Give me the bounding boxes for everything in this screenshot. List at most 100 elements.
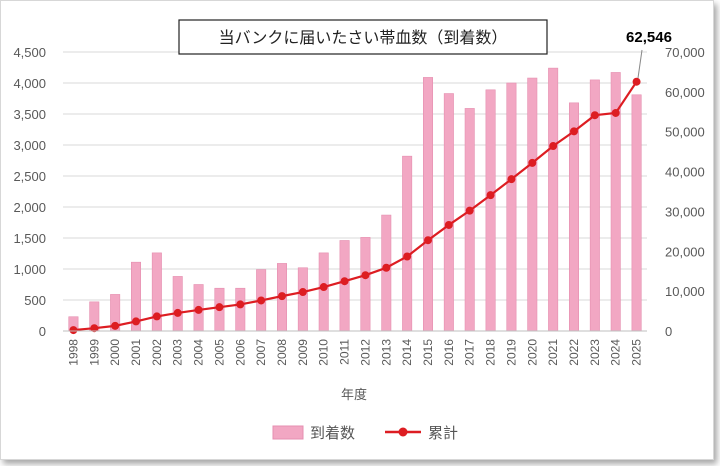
legend-bar-swatch — [272, 425, 304, 440]
x-tick-label: 2005 — [212, 339, 226, 366]
bar — [339, 240, 350, 332]
line-point — [403, 252, 412, 261]
x-tick-label: 1999 — [87, 339, 101, 366]
line-point — [152, 312, 161, 321]
y-axis-right: 0 10,000 20,000 30,000 40,000 50,000 60,000 70,… — [665, 45, 705, 339]
line-point — [69, 326, 78, 335]
legend-line-marker — [398, 427, 408, 437]
bar — [506, 82, 517, 332]
bar — [569, 102, 579, 332]
x-tick-label: 2015 — [421, 339, 435, 366]
x-tick-label: 2000 — [108, 339, 122, 366]
x-tick-label: 2002 — [150, 339, 164, 366]
line-point — [424, 236, 432, 245]
bar — [631, 94, 642, 332]
title-box — [178, 19, 548, 55]
bar — [527, 77, 538, 332]
y-left-tick-label: 500 — [24, 293, 46, 308]
line-point — [298, 288, 307, 297]
line-point — [465, 206, 474, 215]
y-left-tick-label: 3,500 — [13, 107, 46, 122]
x-tick-label: 2016 — [442, 339, 456, 366]
chart-title: 当バンクに届いたさい帯血数（到着数） — [219, 28, 508, 47]
x-tick-label: 2010 — [317, 339, 331, 366]
line-point — [173, 308, 182, 317]
y-left-tick-label: 4,500 — [13, 45, 46, 60]
bar — [381, 214, 392, 332]
total-callout: 62,546 — [626, 29, 672, 46]
line-point — [486, 191, 495, 200]
gridlines — [63, 51, 647, 332]
line-point — [257, 296, 266, 305]
bar — [443, 93, 454, 332]
x-tick-label: 1998 — [66, 339, 80, 366]
x-tick-label: 2006 — [233, 339, 247, 366]
x-axis: 1998 1999 2000 2001 2002 2003 2004 2005 2006 2007… — [63, 330, 647, 366]
line-point — [340, 277, 349, 286]
line-point — [194, 305, 203, 314]
x-tick-label: 2009 — [296, 339, 310, 366]
chart-svg: 0 500 1,000 1,500 2,000 2,500 3,000 3,500 4,000 4… — [13, 19, 705, 442]
x-tick-label: 2018 — [484, 339, 498, 366]
y-left-tick-label: 0 — [39, 324, 46, 339]
x-tick-label: 2024 — [609, 339, 623, 366]
line-point — [132, 317, 140, 326]
x-tick-label: 2025 — [630, 339, 644, 366]
bar — [485, 89, 496, 332]
y-right-tick-label: 70,000 — [665, 45, 705, 60]
line-point — [632, 77, 641, 86]
bar — [423, 77, 433, 332]
x-tick-label: 2004 — [192, 339, 206, 366]
legend-bar-label: 到着数 — [310, 424, 355, 442]
bar — [360, 237, 371, 332]
bar-series — [68, 67, 642, 332]
y-right-tick-label: 10,000 — [665, 284, 705, 299]
y-right-tick-label: 50,000 — [665, 125, 705, 140]
bar — [464, 108, 475, 332]
callout-leader — [637, 49, 643, 79]
bar — [172, 276, 183, 332]
line-point — [528, 158, 537, 167]
y-axis-left: 0 500 1,000 1,500 2,000 2,500 3,000 3,500 4,000 4… — [13, 45, 46, 339]
bar — [548, 67, 559, 332]
legend: 到着数 累計 — [272, 424, 458, 442]
x-tick-label: 2019 — [504, 339, 518, 366]
y-right-tick-label: 0 — [665, 324, 672, 339]
line-series — [69, 77, 641, 335]
line-point — [215, 303, 224, 312]
x-tick-label: 2012 — [358, 339, 372, 366]
x-tick-label: 2007 — [254, 339, 268, 366]
x-tick-label: 2013 — [379, 339, 393, 366]
y-right-tick-label: 30,000 — [665, 204, 705, 219]
line-point — [549, 142, 558, 151]
x-tick-label: 2011 — [338, 339, 352, 365]
chart-frame: 0 500 1,000 1,500 2,000 2,500 3,000 3,500 4,000 4… — [0, 0, 714, 460]
x-tick-label: 2003 — [171, 339, 185, 366]
line-point — [570, 127, 578, 136]
line-point — [444, 220, 453, 229]
x-tick-label: 2021 — [546, 339, 560, 366]
y-right-tick-label: 20,000 — [665, 244, 705, 259]
y-right-tick-label: 40,000 — [665, 165, 705, 180]
x-tick-label: 2017 — [463, 339, 477, 366]
x-tick-label: 2001 — [129, 339, 143, 366]
x-tick-label: 2014 — [400, 339, 414, 366]
bar — [297, 267, 308, 332]
y-left-tick-label: 4,000 — [13, 76, 46, 91]
y-right-tick-label: 60,000 — [665, 85, 705, 100]
line-point — [507, 175, 516, 184]
x-axis-title: 年度 — [341, 387, 367, 403]
line-point — [382, 263, 391, 272]
line-point — [278, 292, 286, 301]
line-point — [111, 321, 120, 330]
line-point — [611, 108, 620, 117]
line-point — [590, 111, 599, 120]
x-tick-label: 2022 — [567, 339, 581, 366]
line-point — [236, 300, 245, 309]
line-point — [361, 271, 370, 280]
bar — [318, 252, 329, 332]
line-point — [319, 283, 328, 292]
legend-line-label: 累計 — [428, 424, 458, 442]
x-tick-label: 2020 — [525, 339, 539, 366]
bar — [235, 287, 246, 332]
